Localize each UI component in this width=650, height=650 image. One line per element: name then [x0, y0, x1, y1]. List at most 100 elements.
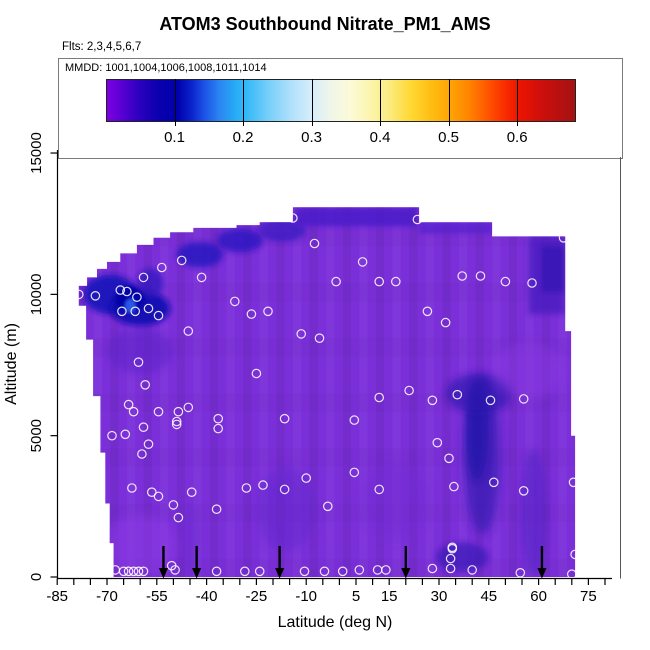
sample-marker: [171, 419, 182, 430]
sample-marker: [381, 565, 391, 575]
sample-marker: [173, 512, 184, 523]
x-axis-tick-label: 15: [381, 588, 398, 605]
sample-marker: [570, 549, 580, 560]
down-arrow-icon: [192, 568, 202, 579]
sample-marker: [432, 437, 443, 448]
sample-marker: [240, 566, 250, 577]
sample-marker: [133, 566, 144, 577]
down-arrow-icon: [158, 568, 169, 579]
sample-marker: [132, 292, 142, 302]
sample-marker: [349, 467, 360, 478]
sample-marker: [412, 214, 423, 225]
x-axis-tick-label: 30: [431, 588, 448, 605]
sample-marker: [475, 271, 486, 281]
sample-marker: [427, 563, 438, 574]
sample-marker: [118, 566, 129, 577]
y-axis-tick-label: 5000: [28, 419, 45, 452]
sample-marker: [309, 238, 320, 249]
sample-marker: [251, 368, 262, 379]
x-axis-title: Latitude (deg N): [278, 614, 393, 631]
sample-marker: [263, 306, 273, 317]
sample-marker: [183, 326, 194, 336]
sample-marker: [153, 406, 164, 417]
sample-marker: [440, 317, 451, 328]
sample-marker: [444, 453, 454, 464]
sample-marker: [527, 278, 537, 288]
x-axis-tick-label: -85: [46, 588, 68, 605]
y-axis-tick-label: 15000: [28, 132, 45, 174]
colorbar-tick: [380, 79, 382, 126]
colorbar-tick-label: 0.2: [232, 129, 254, 146]
sample-marker: [74, 289, 84, 300]
sample-marker: [122, 286, 132, 297]
x-axis-tick-label: 75: [580, 588, 597, 605]
x-axis-tick-label: 5: [352, 588, 360, 605]
sample-marker: [374, 392, 384, 403]
sample-marker: [488, 477, 499, 488]
axes: -85 -70 -55 -40 -25 -10 5 15 30 45 60 75 0 5000 10000 1…: [3, 132, 621, 631]
sample-marker: [213, 423, 223, 434]
sample-marker: [127, 483, 137, 493]
sample-marker: [120, 429, 131, 440]
sample-marker: [354, 565, 365, 575]
x-axis-tick-label: -10: [295, 588, 317, 605]
sample-marker: [500, 276, 511, 287]
colorbar-gradient: [106, 79, 576, 122]
colorbar-tick: [174, 79, 176, 126]
colorbar-tick: [448, 79, 450, 126]
sample-marker: [445, 553, 456, 564]
x-axis-tick-label: -25: [246, 588, 268, 605]
sample-marker: [449, 481, 459, 492]
sample-marker: [123, 399, 134, 410]
sample-marker: [170, 565, 180, 575]
colorbar-tick-label: 0.3: [301, 129, 322, 146]
down-arrow-icon: [537, 568, 547, 579]
x-axis-tick-label: 45: [480, 588, 497, 605]
sample-marker: [90, 290, 101, 301]
colorbar-tick-label: 0.5: [438, 129, 460, 146]
sample-marker: [558, 233, 569, 243]
sample-marker: [241, 483, 252, 493]
flights-subtitle: Flts: 2,3,4,5,6,7: [62, 41, 142, 53]
sample-marker: [319, 566, 330, 577]
sample-marker: [258, 480, 268, 490]
sample-marker: [279, 413, 290, 424]
sample-marker: [230, 296, 240, 307]
sample-marker: [390, 276, 401, 287]
sample-marker: [213, 413, 223, 424]
y-axis-tick-label: 10000: [28, 273, 45, 315]
sample-marker: [296, 329, 306, 339]
sample-marker: [374, 276, 384, 287]
sample-marker: [176, 255, 187, 266]
sample-marker: [107, 430, 117, 441]
sample-marker: [128, 566, 139, 577]
sample-marker: [518, 485, 529, 496]
colorbar-tick-label: 0.1: [164, 129, 185, 146]
sample-marker: [447, 543, 458, 554]
sample-marker: [138, 272, 149, 283]
sample-marker: [138, 422, 149, 432]
sample-marker: [117, 306, 127, 317]
sample-marker: [115, 285, 126, 295]
sample-marker: [357, 257, 368, 267]
sample-marker: [288, 213, 298, 223]
colorbar-tick: [517, 79, 519, 126]
heat-field: [78, 207, 576, 578]
colorbar-dates-label: MMDD: 1001,1004,1006,1008,1011,1014: [65, 62, 267, 74]
down-arrow-icon: [275, 568, 285, 579]
sample-markers: [74, 213, 580, 579]
sample-marker: [374, 484, 384, 495]
sample-marker: [452, 389, 463, 400]
down-arrow-icon: [401, 568, 411, 579]
colorbar-tick-label: 0.4: [369, 129, 391, 146]
x-axis-tick-label: -40: [196, 588, 218, 605]
sample-marker: [211, 504, 222, 514]
sample-marker: [123, 566, 134, 577]
sample-marker: [183, 402, 194, 413]
sample-marker: [322, 501, 333, 512]
colorbar-tick: [243, 79, 245, 126]
colorbar-tick: [311, 79, 313, 126]
colorbar-tick-label: 0.6: [506, 129, 528, 146]
